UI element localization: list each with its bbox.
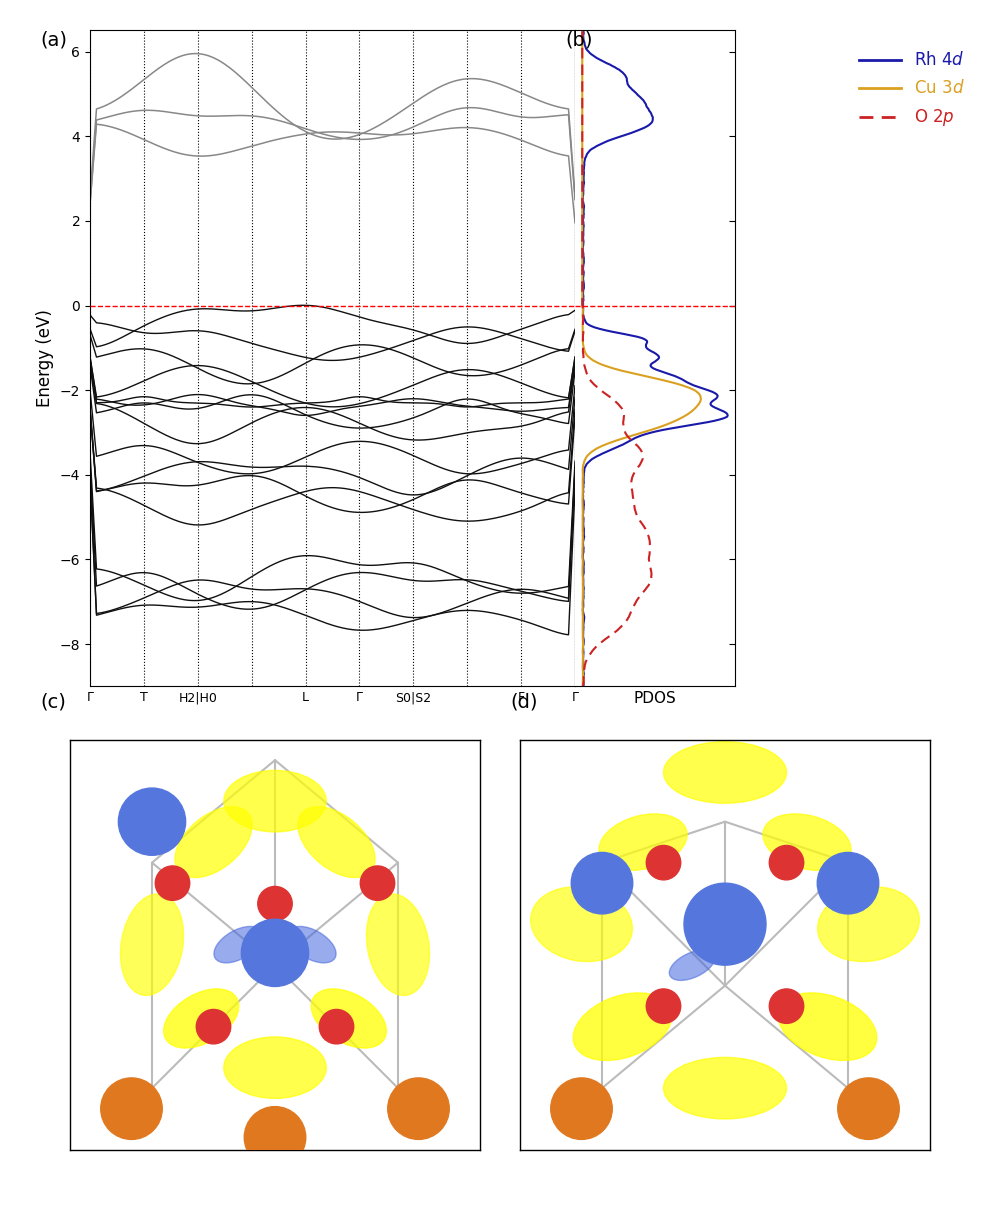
Circle shape bbox=[769, 846, 804, 880]
Ellipse shape bbox=[164, 989, 239, 1049]
Legend: Rh 4$d$, Cu 3$d$, O 2$p$: Rh 4$d$, Cu 3$d$, O 2$p$ bbox=[853, 45, 972, 135]
Y-axis label: Energy (eV): Energy (eV) bbox=[36, 310, 54, 407]
Ellipse shape bbox=[818, 887, 919, 961]
Text: (d): (d) bbox=[510, 693, 538, 712]
Circle shape bbox=[388, 1078, 449, 1140]
Ellipse shape bbox=[366, 894, 430, 995]
Text: (a): (a) bbox=[40, 30, 67, 50]
Ellipse shape bbox=[298, 807, 375, 877]
Circle shape bbox=[319, 1010, 354, 1044]
Circle shape bbox=[817, 853, 879, 914]
Circle shape bbox=[258, 887, 292, 921]
Circle shape bbox=[241, 920, 309, 987]
Ellipse shape bbox=[224, 770, 326, 832]
Text: (b): (b) bbox=[565, 30, 592, 50]
Circle shape bbox=[101, 1078, 162, 1140]
Ellipse shape bbox=[120, 894, 184, 995]
Ellipse shape bbox=[778, 993, 877, 1061]
X-axis label: PDOS: PDOS bbox=[634, 690, 676, 706]
Circle shape bbox=[196, 1010, 231, 1044]
Circle shape bbox=[838, 1078, 899, 1140]
Ellipse shape bbox=[763, 814, 851, 870]
Text: (c): (c) bbox=[40, 693, 66, 712]
Ellipse shape bbox=[664, 741, 786, 803]
Circle shape bbox=[646, 846, 681, 880]
Circle shape bbox=[155, 866, 190, 900]
Ellipse shape bbox=[214, 927, 262, 962]
Ellipse shape bbox=[669, 950, 715, 981]
Circle shape bbox=[769, 989, 804, 1023]
Circle shape bbox=[360, 866, 395, 900]
Ellipse shape bbox=[573, 993, 672, 1061]
Ellipse shape bbox=[311, 989, 386, 1049]
Ellipse shape bbox=[224, 1036, 326, 1098]
Circle shape bbox=[646, 989, 681, 1023]
Circle shape bbox=[118, 789, 186, 855]
Circle shape bbox=[571, 853, 633, 914]
Circle shape bbox=[551, 1078, 612, 1140]
Circle shape bbox=[244, 1107, 306, 1168]
Ellipse shape bbox=[175, 807, 252, 877]
Ellipse shape bbox=[599, 814, 687, 870]
Ellipse shape bbox=[288, 927, 336, 962]
Ellipse shape bbox=[531, 887, 632, 961]
Ellipse shape bbox=[664, 1057, 786, 1119]
Circle shape bbox=[684, 883, 766, 965]
